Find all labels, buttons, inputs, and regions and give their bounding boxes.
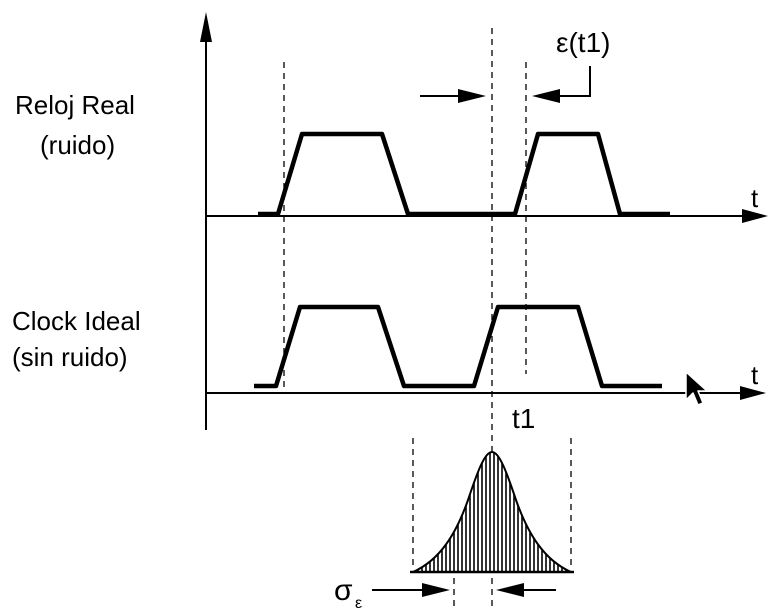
real-clock-label-line1: Reloj Real	[15, 90, 135, 120]
ideal-clock-label-line2: (sin ruido)	[12, 342, 128, 372]
dashed-reference-lines	[283, 28, 572, 608]
jitter-distribution-curve	[410, 450, 574, 574]
time-axis-bottom	[206, 386, 766, 400]
ideal-clock-waveform	[254, 304, 662, 389]
ideal-clock-label-line1: Clock Ideal	[12, 306, 141, 336]
real-clock-label-line2: (ruido)	[40, 130, 115, 160]
sigma-subscript: ε	[355, 595, 362, 608]
epsilon-label: ε(t1)	[556, 27, 610, 58]
real-clock-waveform	[258, 131, 670, 217]
time-axis-top-label: t	[751, 183, 759, 213]
time-axis-bottom-label: t	[751, 360, 759, 390]
mouse-pointer-icon	[685, 371, 708, 406]
sigma-arrows	[372, 583, 556, 597]
vertical-axis	[200, 12, 212, 430]
t1-label: t1	[512, 403, 535, 434]
epsilon-arrows	[420, 66, 591, 103]
sigma-label: σ	[334, 574, 353, 607]
